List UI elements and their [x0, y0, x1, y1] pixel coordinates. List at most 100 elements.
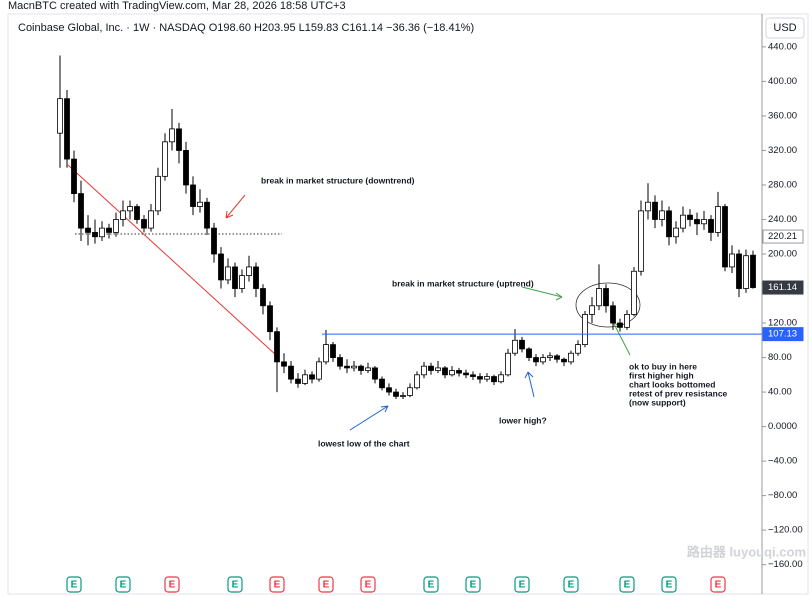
candle-body — [421, 365, 427, 376]
candle-body — [729, 253, 735, 268]
trend-line — [67, 164, 277, 356]
candle-body — [267, 305, 273, 333]
candle-body — [218, 253, 224, 281]
candle-body — [526, 348, 532, 358]
header: MacnBTC created with TradingView.com, Ma… — [8, 0, 346, 12]
candle-body — [323, 344, 329, 363]
candle-body — [617, 322, 623, 328]
candle-body — [428, 365, 434, 371]
annotation: lowest low of the chart — [318, 438, 410, 448]
candle-body — [162, 141, 168, 177]
candle-body — [120, 210, 126, 220]
candle-body — [351, 365, 357, 369]
candle-body — [330, 344, 336, 358]
candle-body — [365, 367, 371, 371]
candle-body — [274, 331, 280, 363]
candle-body — [414, 374, 420, 389]
candle-body — [491, 376, 497, 383]
y-tick-label: 360.00 — [768, 110, 797, 121]
candle-body — [463, 372, 469, 376]
candle-body — [176, 128, 182, 151]
earnings-label: E — [323, 580, 330, 591]
earnings-label: E — [274, 580, 281, 591]
candle-body — [253, 266, 259, 289]
y-tick-label: −80.00 — [768, 490, 797, 501]
annotation: lower high? — [499, 415, 547, 425]
candle-body — [302, 374, 308, 384]
candle-body — [316, 361, 322, 380]
earnings-label: E — [428, 580, 435, 591]
note-line: first higher high — [629, 370, 694, 380]
frame — [7, 13, 809, 595]
note-line: chart looks bottomed — [629, 379, 715, 389]
y-tick-label: 280.00 — [768, 179, 797, 190]
candle-body — [141, 219, 147, 229]
candle-body — [722, 206, 728, 268]
candle-body — [239, 275, 245, 289]
arrow — [225, 194, 246, 219]
candle-body — [372, 367, 378, 380]
candle-body — [64, 98, 70, 160]
candle-body — [708, 219, 714, 233]
legend: Coinbase Global, Inc. · 1W · NASDAQ O198… — [18, 22, 474, 34]
y-tick-label: 80.00 — [768, 352, 792, 363]
y-tick-label: 240.00 — [768, 214, 797, 225]
earnings-marker — [661, 576, 677, 593]
candle-body — [540, 357, 546, 363]
candle-body — [603, 288, 609, 307]
earnings-marker — [318, 576, 334, 593]
candle-body — [155, 175, 161, 212]
candle-body — [295, 378, 301, 384]
candle-body — [680, 214, 686, 229]
arrow — [521, 286, 563, 301]
candle-body — [484, 376, 490, 380]
candle-body — [561, 358, 567, 363]
candle-body — [568, 352, 574, 363]
candle-body — [477, 376, 483, 380]
candle-body — [575, 344, 581, 354]
candle-body — [498, 374, 504, 383]
candle-body — [750, 254, 756, 288]
candle-body — [589, 305, 595, 315]
price-label-box — [762, 229, 804, 244]
candle-body — [183, 150, 189, 186]
candle-body — [204, 201, 210, 229]
candle-body — [533, 357, 539, 363]
candle-body — [134, 206, 140, 220]
earnings-label: E — [624, 580, 631, 591]
y-tick-label: 320.00 — [768, 145, 797, 156]
earnings-label: E — [120, 580, 127, 591]
candle-body — [736, 253, 742, 289]
arrow — [524, 371, 535, 398]
earnings-label: E — [568, 580, 575, 591]
annotation: break in market structure (uptrend) — [392, 278, 534, 288]
candle-body — [358, 365, 364, 371]
y-tick-label: 440.00 — [768, 41, 797, 52]
candle-body — [687, 214, 693, 220]
earnings-marker — [514, 576, 530, 593]
candle-body — [512, 339, 518, 354]
candle-body — [225, 266, 231, 281]
earnings-marker — [465, 576, 481, 593]
candle-body — [71, 158, 77, 194]
earnings-marker — [164, 576, 180, 593]
earnings-label: E — [666, 580, 673, 591]
candle-body — [99, 227, 105, 238]
price-label: 220.21 — [768, 231, 797, 242]
y-tick-label: 40.00 — [768, 387, 792, 398]
candle-body — [638, 210, 644, 272]
candle-body — [470, 374, 476, 377]
earnings-marker — [66, 576, 82, 593]
earnings-marker — [269, 576, 285, 593]
candle-body — [288, 365, 294, 380]
candle-body — [442, 367, 448, 376]
candle-body — [57, 98, 63, 134]
candle-body — [673, 227, 679, 238]
candle-body — [666, 210, 672, 238]
candle-body — [309, 374, 315, 380]
candle-body — [197, 201, 203, 207]
watermark: 路由器 luyouqi.com — [687, 544, 806, 559]
candle-body — [659, 210, 665, 220]
